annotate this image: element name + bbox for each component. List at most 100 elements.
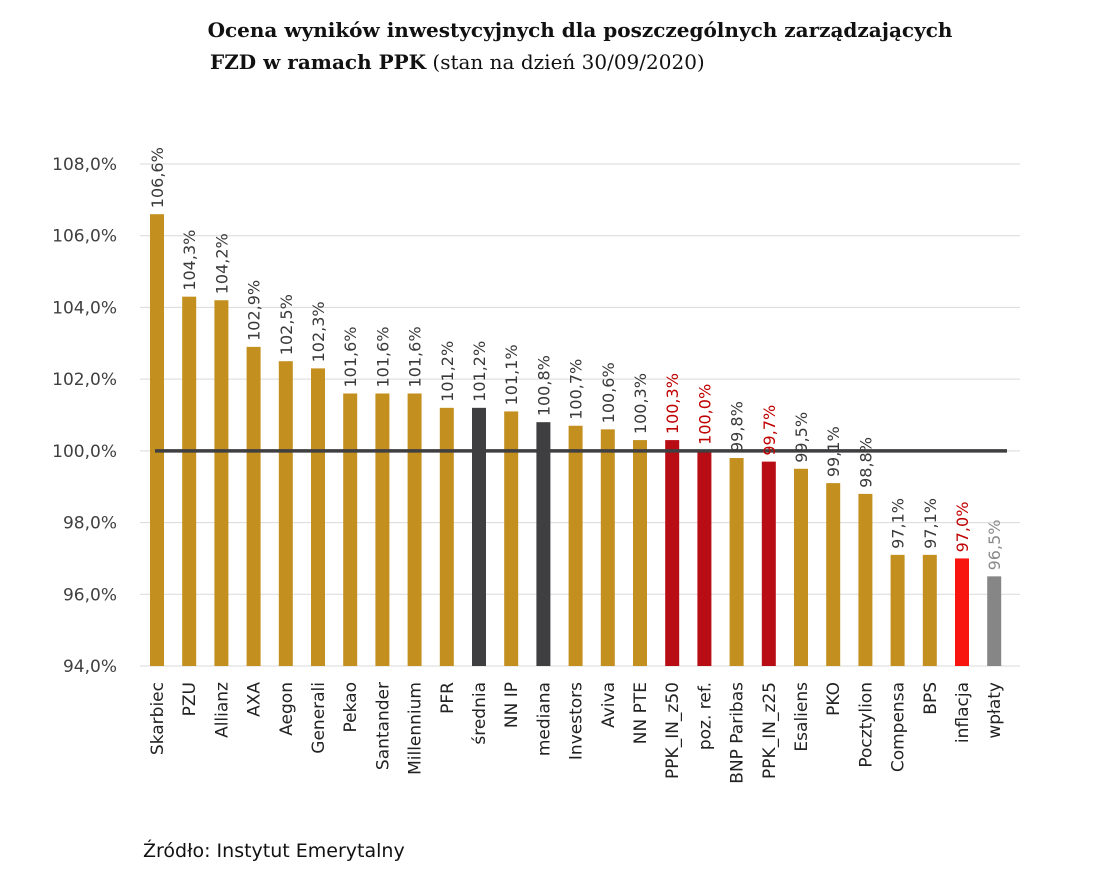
value-labels: 106,6% 104,3% 104,2% 102,9% 102,5% 102,3% 101,… (148, 147, 1004, 570)
bar (214, 300, 229, 666)
bar (246, 346, 261, 666)
y-axis-tick-labels: 94,0% 96,0% 98,0% 100,0% 102,0% 104,0% 106,0% 1… (52, 155, 117, 677)
category-labels: Skarbiec PZU Allianz AXA Aegon Generali Pekao S… (148, 682, 1005, 784)
value-label: 100,8% (534, 355, 553, 416)
value-label: 100,3% (631, 373, 650, 434)
category-label: mediana (534, 682, 554, 756)
value-label: 100,6% (599, 362, 618, 423)
value-label: 99,7% (760, 405, 779, 456)
y-tick-label: 108,0% (52, 155, 117, 175)
bar (439, 407, 454, 666)
bar (665, 440, 680, 666)
bar (472, 407, 486, 666)
bar-chart: Ocena wyników inwestycyjnych dla poszcze… (52, 18, 1020, 784)
bar (407, 393, 422, 666)
bar (504, 411, 519, 666)
category-label: Investors (567, 682, 587, 760)
value-label: 101,6% (341, 326, 360, 387)
value-label: 101,2% (470, 341, 489, 402)
bar (761, 461, 776, 666)
bar (890, 554, 905, 666)
category-label: poz. ref. (695, 682, 715, 750)
category-label: Millennium (406, 682, 426, 775)
value-label: 97,1% (889, 498, 908, 549)
category-label: Esaliens (792, 682, 812, 752)
value-label: 101,2% (438, 341, 457, 402)
category-label: Aegon (277, 682, 297, 736)
category-label: Compensa (889, 682, 909, 772)
category-label: Allianz (212, 682, 232, 738)
bar (987, 576, 1002, 666)
chart-title-line1: Ocena wyników inwestycyjnych dla poszcze… (208, 18, 953, 42)
category-label: Aviva (599, 682, 619, 728)
bar (858, 493, 873, 666)
bars (150, 214, 1002, 666)
category-label: Pekao (341, 682, 361, 732)
source-note: Źródło: Instytut Emerytalny (143, 840, 405, 862)
bar (536, 422, 551, 666)
value-label: 97,1% (921, 498, 940, 549)
value-label: 100,0% (695, 384, 714, 445)
category-label: PFR (438, 682, 458, 714)
category-label: wpłaty (985, 682, 1005, 739)
chart-area: Ocena wyników inwestycyjnych dla poszcze… (52, 18, 1020, 784)
bar (955, 558, 969, 666)
bar (278, 361, 293, 666)
chart-title-line2: FZD w ramach PPK (stan na dzień 30/09/20… (210, 50, 705, 74)
value-label: 102,3% (309, 301, 328, 362)
bar (343, 393, 358, 666)
value-label: 97,0% (953, 502, 972, 553)
bar (794, 468, 808, 666)
value-label: 100,3% (663, 373, 682, 434)
y-tick-label: 104,0% (52, 298, 117, 318)
bar (182, 296, 197, 666)
chart-title-normal-part: (stan na dzień 30/09/2020) (426, 50, 705, 74)
value-label: 104,2% (212, 233, 231, 294)
bar (311, 368, 325, 666)
value-label: 104,3% (180, 230, 199, 291)
bar (826, 483, 841, 666)
value-label: 102,5% (277, 294, 296, 355)
chart-title-bold-part: FZD w ramach PPK (210, 50, 427, 74)
bar (633, 440, 647, 666)
bar (600, 429, 615, 666)
value-label: 101,6% (373, 326, 392, 387)
y-tick-label: 96,0% (63, 585, 117, 605)
value-label: 101,6% (406, 326, 425, 387)
category-label: BNP Paribas (728, 682, 748, 784)
bar (922, 554, 937, 666)
value-label: 106,6% (148, 147, 167, 208)
category-label: PZU (180, 682, 200, 716)
y-tick-label: 98,0% (63, 514, 117, 534)
category-label: Generali (309, 682, 329, 754)
category-label: PKO (824, 682, 844, 716)
category-label: PPK_IN_z25 (760, 682, 780, 779)
category-label: Skarbiec (148, 682, 168, 755)
category-label: Pocztylion (856, 682, 876, 768)
value-label: 98,8% (856, 437, 875, 488)
value-label: 100,7% (567, 359, 586, 420)
value-label: 99,8% (728, 401, 747, 452)
bar (568, 425, 583, 666)
category-label: inflacja (953, 682, 973, 743)
value-label: 102,9% (245, 280, 264, 341)
bar (375, 393, 390, 666)
value-label: 99,1% (824, 426, 843, 477)
bar (150, 214, 164, 666)
category-label: średnia (470, 682, 490, 745)
category-label: AXA (245, 682, 265, 717)
y-tick-label: 100,0% (52, 442, 117, 462)
bar (729, 458, 744, 666)
value-label: 101,1% (502, 344, 521, 405)
y-tick-label: 94,0% (63, 657, 117, 677)
value-label: 99,5% (792, 412, 811, 463)
y-tick-label: 106,0% (52, 227, 117, 247)
category-label: Santander (373, 682, 393, 770)
y-tick-label: 102,0% (52, 370, 117, 390)
value-label: 96,5% (985, 520, 1004, 571)
footer (0, 826, 1103, 877)
category-label: BPS (921, 682, 941, 715)
category-label: PPK_IN_z50 (663, 682, 683, 779)
bar (697, 450, 712, 666)
category-label: NN IP (502, 682, 522, 728)
